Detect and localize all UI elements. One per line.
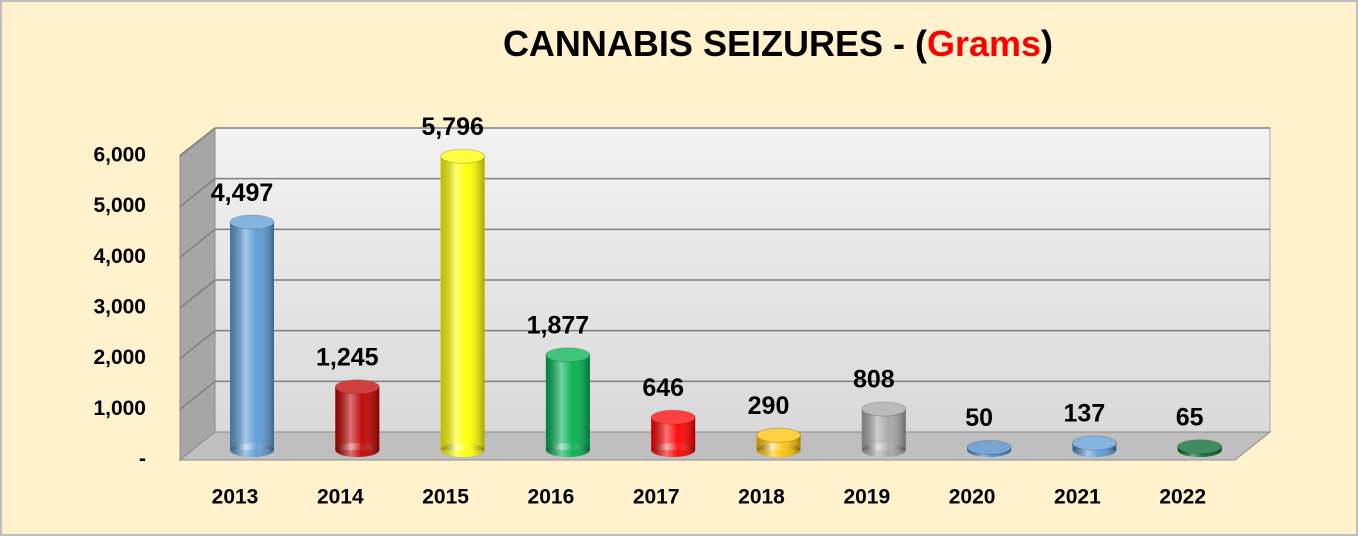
grid-line-side xyxy=(179,127,216,157)
value-label: 646 xyxy=(642,374,684,402)
bar-top xyxy=(650,409,696,425)
y-tick-label: 4,000 xyxy=(93,245,146,268)
bar-shade xyxy=(230,222,274,450)
bar-top-light xyxy=(335,379,380,394)
bar-top-light xyxy=(756,428,801,443)
title-part: ) xyxy=(1041,23,1053,64)
x-tick-label: 2018 xyxy=(738,486,785,509)
y-tick-label: - xyxy=(139,448,146,471)
value-label: 65 xyxy=(1176,403,1204,431)
bar-top-light xyxy=(651,410,696,425)
y-tick-label: 6,000 xyxy=(93,144,146,167)
grid-line-side xyxy=(179,380,216,410)
bar-base-shade xyxy=(545,443,590,457)
grid-line-side xyxy=(179,279,216,309)
x-tick-label: 2017 xyxy=(633,486,680,509)
y-tick-label: 2,000 xyxy=(93,346,146,369)
value-label: 1,877 xyxy=(527,312,590,340)
bar-shade xyxy=(335,386,380,450)
value-label: 50 xyxy=(965,404,993,432)
title-part: CANNABIS SEIZURES - ( xyxy=(503,23,927,64)
value-label: 5,796 xyxy=(421,113,484,141)
bar-top xyxy=(334,379,380,395)
value-label: 290 xyxy=(748,392,790,420)
bar-top xyxy=(440,148,486,164)
value-label: 1,245 xyxy=(316,344,379,372)
x-tick-label: 2021 xyxy=(1054,486,1101,509)
bar-shade xyxy=(440,156,485,450)
x-tick-label: 2013 xyxy=(212,486,259,509)
bar-top-light xyxy=(967,440,1012,455)
grid-line-side xyxy=(179,330,216,360)
x-tick-label: 2014 xyxy=(317,486,364,509)
bar-top-light xyxy=(230,215,274,230)
value-label: 4,497 xyxy=(211,179,274,207)
bar-base-shade xyxy=(230,443,274,457)
bar-top xyxy=(861,401,907,417)
bar-top xyxy=(756,427,801,443)
bar-base-shade xyxy=(756,443,801,457)
y-tick-label: 3,000 xyxy=(93,296,146,319)
bar-top-light xyxy=(1072,436,1117,451)
value-label: 808 xyxy=(853,366,895,394)
bar-top-light xyxy=(545,347,590,362)
bar-top-light xyxy=(440,149,485,164)
bar-top xyxy=(1071,435,1117,451)
x-tick-label: 2020 xyxy=(949,486,996,509)
grid-line-side xyxy=(179,178,216,208)
bar-top xyxy=(229,214,275,230)
bar-top-light xyxy=(861,402,906,417)
x-tick-label: 2019 xyxy=(843,486,890,509)
bar-base-shade xyxy=(651,443,696,457)
bar-base-shade xyxy=(440,443,485,457)
x-tick-label: 2022 xyxy=(1159,486,1206,509)
bar-top xyxy=(545,347,591,363)
y-tick-label: 1,000 xyxy=(93,397,146,420)
bar-top xyxy=(1177,439,1223,455)
title-part: Grams xyxy=(927,23,1041,64)
bar-shade xyxy=(545,354,590,450)
x-tick-label: 2016 xyxy=(528,486,575,509)
bar-base-shade xyxy=(861,443,906,457)
grid-line-side xyxy=(179,228,216,258)
bar-top xyxy=(966,439,1012,455)
value-label: 137 xyxy=(1064,400,1106,428)
bar-top-light xyxy=(1177,439,1222,454)
y-tick-label: 5,000 xyxy=(93,194,146,217)
bar-base-shade xyxy=(335,443,380,457)
x-tick-label: 2015 xyxy=(422,486,469,509)
chart-title: CANNABIS SEIZURES - (Grams) xyxy=(503,23,1053,64)
